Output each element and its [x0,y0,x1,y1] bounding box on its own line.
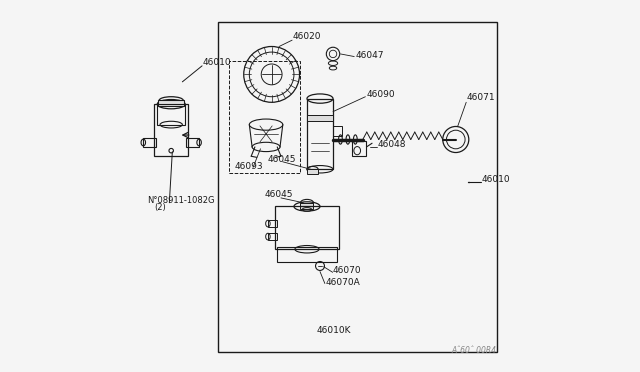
Text: N°08911-1082G: N°08911-1082G [147,196,214,205]
Text: (2): (2) [154,203,166,212]
Bar [268,220,277,227]
Bar [307,169,318,174]
Bar [307,115,333,121]
Text: 46020: 46020 [292,32,321,41]
Bar [333,126,342,136]
Text: 46045: 46045 [268,155,296,164]
Text: 46010K: 46010K [316,326,351,335]
Bar [300,203,314,209]
Text: 46093: 46093 [234,162,263,171]
Text: 46070: 46070 [333,266,362,275]
Bar [275,206,339,249]
Bar [351,141,367,156]
Bar [143,138,156,147]
Text: 46045: 46045 [264,190,292,199]
Text: 46048: 46048 [378,140,406,149]
Text: 46071: 46071 [467,93,495,102]
Text: 46010: 46010 [203,58,232,67]
Bar [229,61,300,173]
Bar [307,99,333,169]
Bar [277,247,337,262]
Bar [186,138,199,147]
Bar [158,100,184,106]
Bar [157,104,185,125]
Bar [154,104,188,156]
Text: Aˆ60ˆ 00R4: Aˆ60ˆ 00R4 [452,346,497,355]
Text: 46047: 46047 [355,51,384,60]
Text: 46070A: 46070A [326,278,360,286]
Bar [268,233,277,240]
Bar [218,22,497,352]
Text: 46010: 46010 [482,175,511,184]
Text: 46090: 46090 [367,90,395,99]
